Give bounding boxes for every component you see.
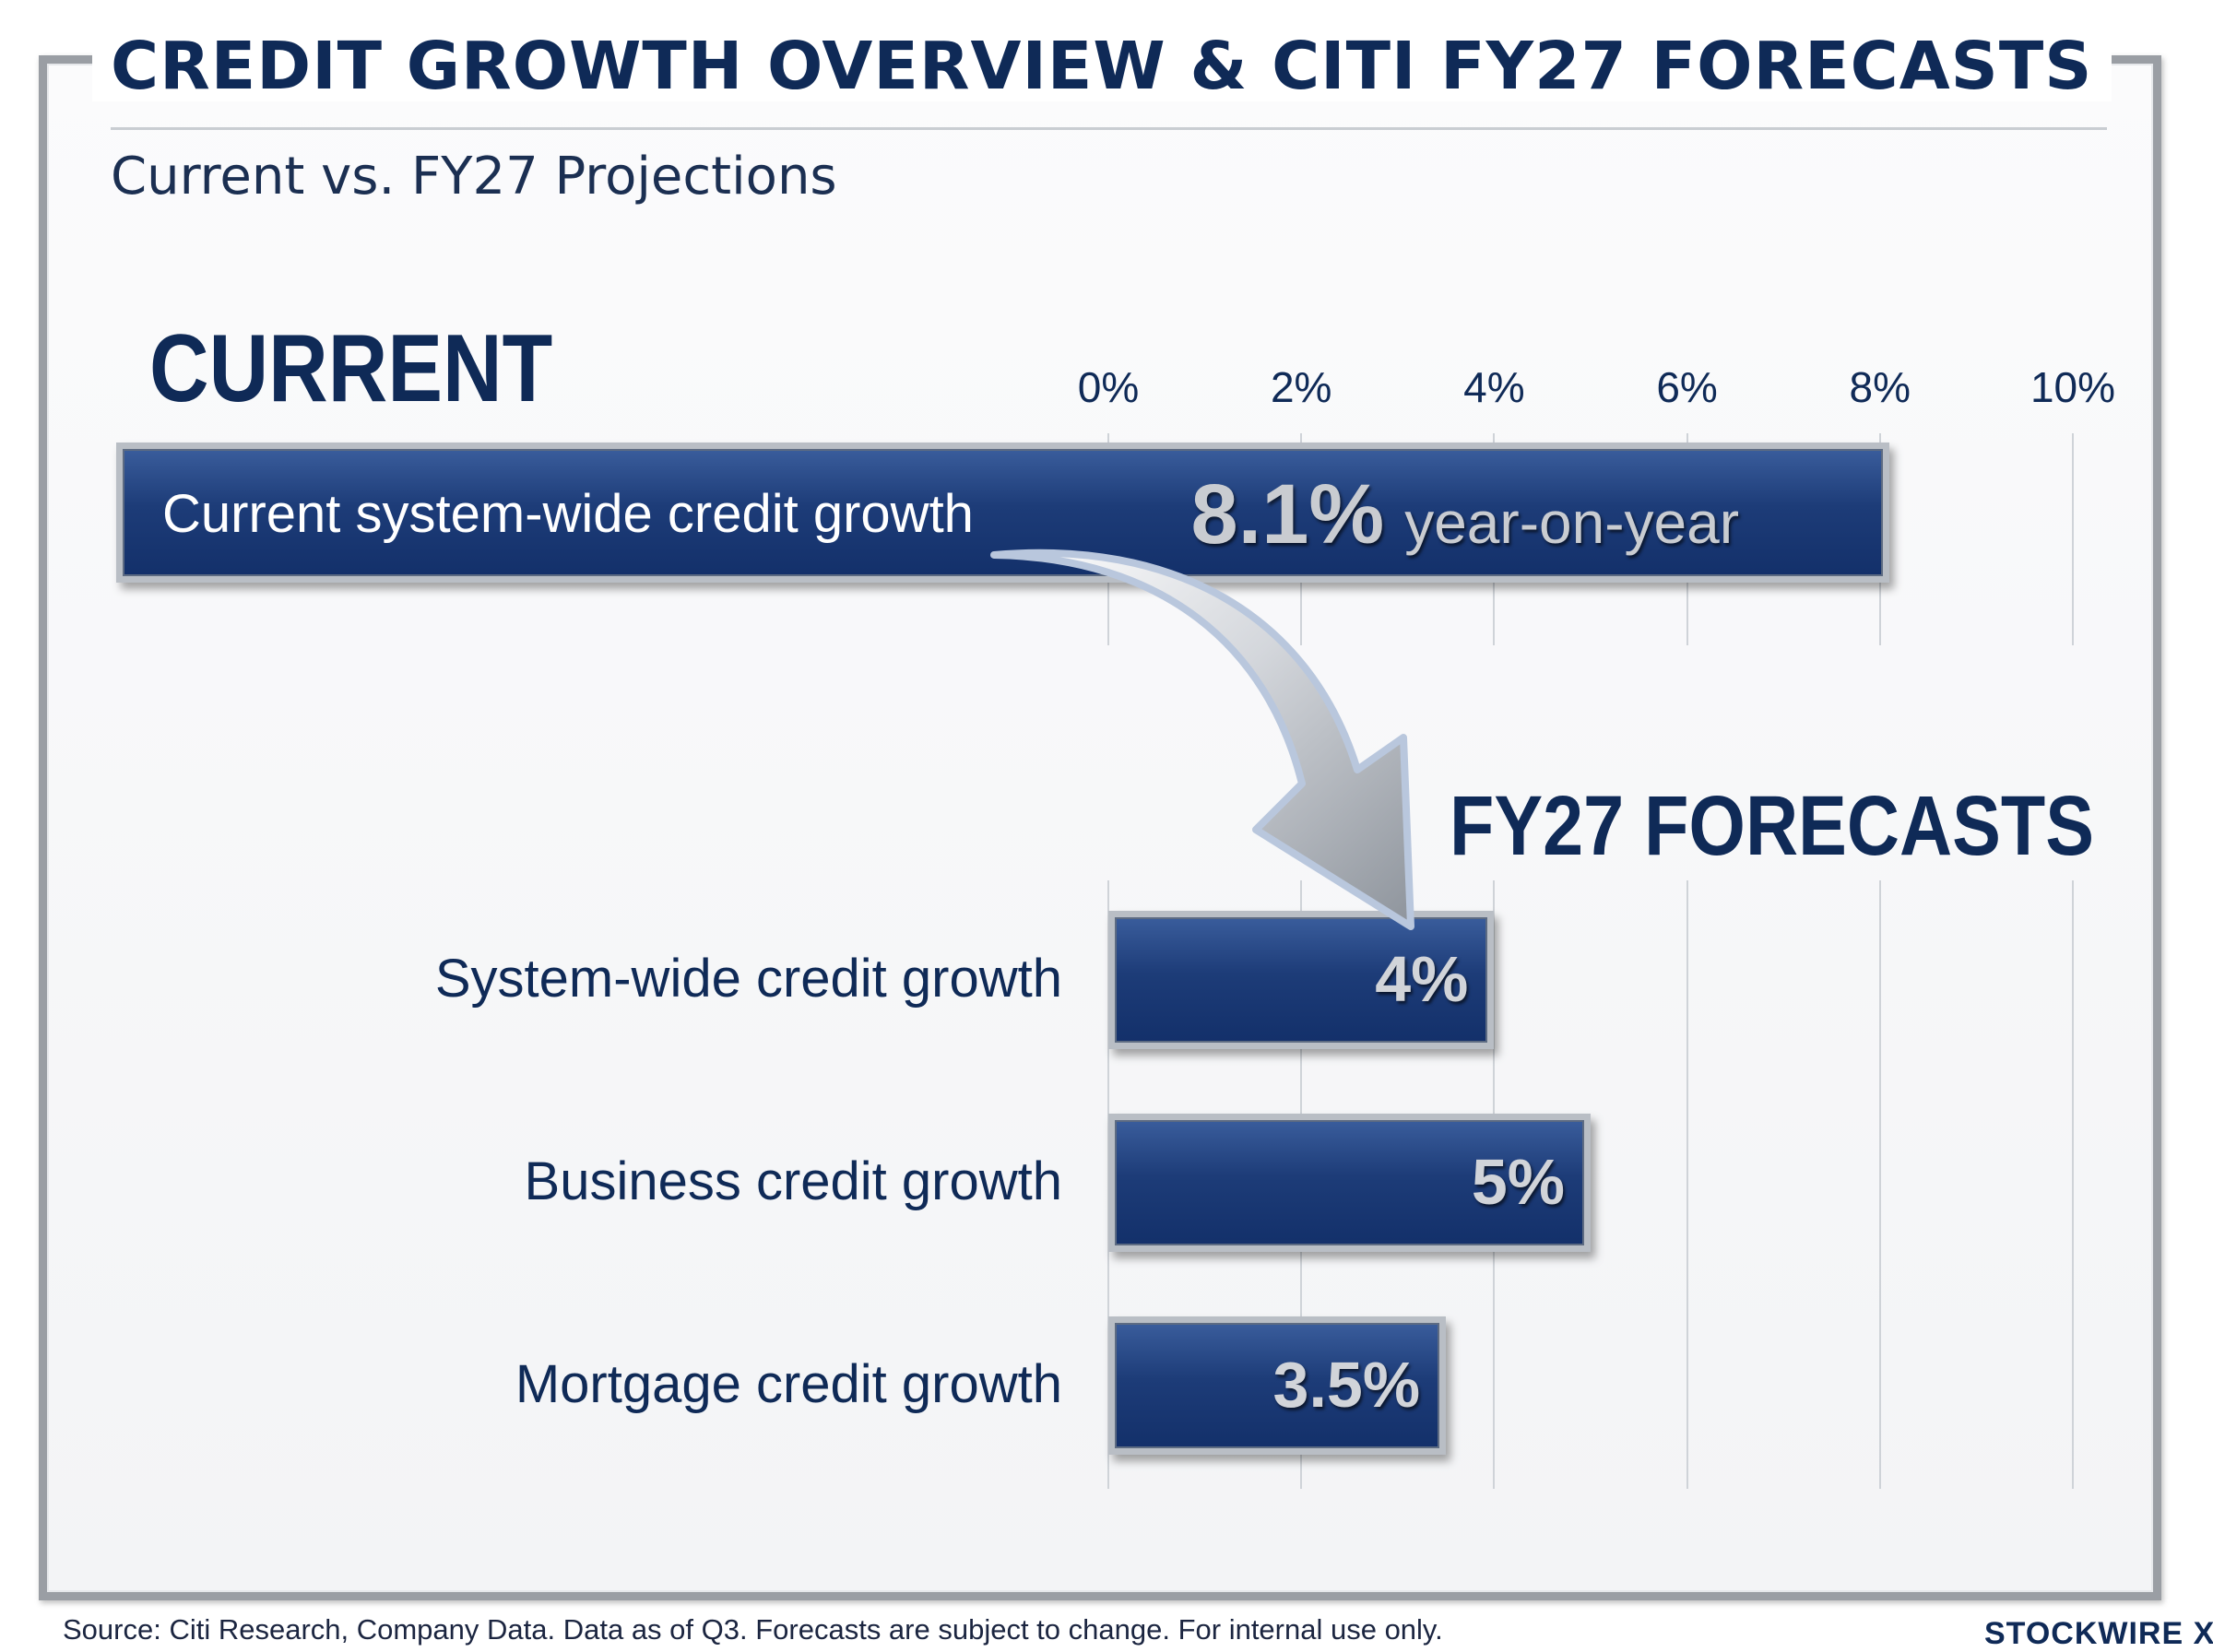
chart-frame [39, 55, 2161, 1600]
x-tick-label: 0% [1077, 363, 1140, 411]
value-label: 5% [1471, 1146, 1565, 1218]
source-note: Source: Citi Research, Company Data. Dat… [63, 1613, 1443, 1646]
title-background [92, 18, 2112, 101]
category-label: Mortgage credit growth [515, 1354, 1062, 1414]
section-heading-current: CURRENT [149, 315, 553, 422]
bar-current-system-wide [116, 442, 1890, 583]
page-subtitle: Current vs. FY27 Projections [111, 147, 837, 206]
category-label: Business credit growth [524, 1151, 1062, 1211]
arrow-down-right-icon [990, 549, 1414, 930]
gridline [2072, 880, 2074, 1489]
category-label: System-wide credit growth [434, 949, 1062, 1009]
title-divider [111, 127, 2107, 130]
bar-forecast [1108, 1316, 1447, 1455]
page-title: CREDIT GROWTH OVERVIEW & CITI FY27 FOREC… [111, 28, 2093, 104]
brand-logo: STOCKWIRE X [1984, 1616, 2213, 1651]
value-label: 4% [1375, 943, 1469, 1015]
bar-value-current: 8.1% year-on-year [1190, 468, 1739, 585]
unit-label-current: year-on-year [1404, 490, 1739, 556]
x-tick-label: 10% [2030, 363, 2116, 411]
gridline [1686, 880, 1688, 1489]
x-tick-label: 4% [1463, 363, 1525, 411]
bar-label-current: Current system-wide credit growth [162, 484, 974, 544]
section-heading-forecasts: FY27 FORECASTS [1450, 779, 2095, 873]
value-label-current: 8.1% [1190, 467, 1385, 561]
gridline [2072, 433, 2074, 645]
value-label: 3.5% [1272, 1349, 1421, 1421]
bar-forecast [1108, 1114, 1591, 1252]
bar-forecast [1108, 911, 1495, 1049]
x-tick-label: 2% [1270, 363, 1332, 411]
x-tick-label: 8% [1849, 363, 1911, 411]
gridline [1878, 880, 1881, 1489]
x-tick-label: 6% [1656, 363, 1718, 411]
